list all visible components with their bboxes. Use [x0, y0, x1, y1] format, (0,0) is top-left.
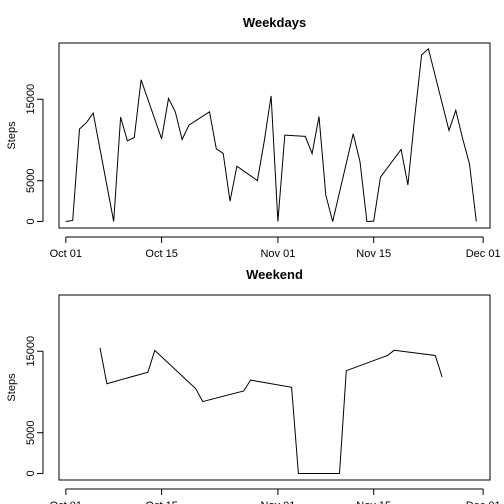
weekdays-x-tick-label: Dec 01: [466, 248, 501, 260]
weekend-y-tick-label: 15000: [25, 336, 37, 367]
weekdays-y-tick-label: 15000: [25, 84, 37, 115]
weekdays-x-tick-label: Oct 01: [50, 248, 82, 260]
weekdays-y-axis-label: Steps: [6, 121, 18, 150]
weekend-x-tick-label: Oct 01: [50, 500, 82, 504]
weekdays-x-tick-label: Oct 15: [145, 248, 177, 260]
weekend-x-axis: Oct 01 Oct 15 Nov 01 Nov 15 Dec 01: [50, 488, 501, 504]
weekdays-steps-line: [65, 47, 477, 223]
weekend-x-tick-label: Dec 01: [466, 500, 501, 504]
weekdays-title: Weekdays: [243, 15, 306, 30]
weekend-panel: Weekend Steps Oct 01 Oct 15 Nov 01 Nov 15 De…: [6, 267, 501, 504]
weekend-y-axis-label: Steps: [6, 373, 18, 402]
weekdays-y-axis: 0 5000 15000: [25, 84, 44, 225]
weekdays-y-tick-label: 5000: [25, 168, 37, 192]
weekend-plot-frame: [58, 294, 491, 481]
weekend-title: Weekend: [246, 267, 303, 282]
weekend-x-tick-label: Oct 15: [145, 500, 177, 504]
weekend-x-tick-label: Nov 15: [356, 500, 391, 504]
weekdays-x-axis: Oct 01 Oct 15 Nov 01 Nov 15 Dec 01: [50, 236, 501, 260]
weekdays-x-tick-label: Nov 15: [356, 248, 391, 260]
weekdays-plot-frame: [58, 42, 491, 229]
weekend-x-tick-label: Nov 01: [260, 500, 295, 504]
weekend-y-tick-label: 5000: [25, 420, 37, 444]
weekdays-y-tick-label: 0: [25, 218, 37, 224]
weekdays-x-tick-label: Nov 01: [260, 248, 295, 260]
weekend-y-axis: 0 5000 15000: [25, 336, 44, 477]
weekend-series: [99, 347, 443, 474]
weekend-steps-line: [99, 347, 443, 474]
weekend-y-tick-label: 0: [25, 470, 37, 476]
weekdays-series: [65, 47, 477, 223]
weekdays-panel: Weekdays Steps Oct 01 Oct 15 Nov 01 Nov 15 D…: [6, 15, 501, 260]
